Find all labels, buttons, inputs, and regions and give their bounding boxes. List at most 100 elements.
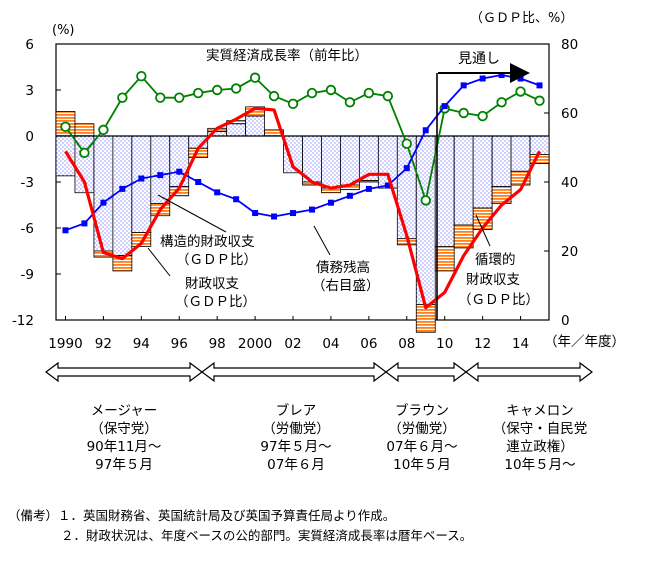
era-labels: メージャー （保守党） 90年11月～ 97年５月 ブレア （労働党） 97年５… [87,402,588,473]
era-blair-4: 07年６月 [267,457,325,473]
x-tick-label: 02 [284,336,301,352]
debt-point [81,220,88,227]
left-tick-label: -12 [12,313,34,329]
x-axis-unit: （年／年度） [544,334,625,350]
right-tick-label: 60 [561,106,578,122]
era-major-1: メージャー [91,403,158,419]
x-tick-label: 06 [360,336,377,352]
structural-bar [434,135,455,247]
growth-point [98,124,109,136]
growth-point [211,84,223,96]
structural-bar [169,135,190,187]
cyclical-bar [358,180,379,183]
x-tick-label: 2000 [238,336,272,352]
structural-bar [510,135,531,172]
debt-point [214,189,221,196]
forecast-label: 見通し [458,51,500,67]
right-tick-label: 0 [561,313,570,329]
left-tick-label: -3 [21,175,34,191]
lines [60,70,545,310]
x-tick-label: 1990 [48,336,82,352]
era-cameron-4: 10年５月～ [504,457,575,473]
growth-label: 実質経済成長率（前年比） [206,47,368,64]
era-major-4: 97年５月 [95,457,153,473]
era-arrows [45,361,593,383]
era-blair-1: ブレア [276,402,317,419]
debt-point [346,192,353,199]
structural-bar [112,135,133,256]
debt-point [119,185,126,192]
growth-point [325,84,337,96]
structural-bar [340,135,360,186]
structural-label-1: 構造的財政収支 [160,234,255,250]
left-tick-label: 0 [25,129,34,145]
growth-point [193,87,204,99]
growth-point [306,87,318,99]
structural-bar [453,135,474,226]
growth-point [155,92,166,103]
x-tick-label: 96 [171,336,188,352]
debt-point [308,206,315,213]
left-tick-label: -6 [21,221,34,237]
growth-point [496,97,507,108]
left-tick-label: 3 [25,83,34,99]
structural-bar [150,135,171,204]
fiscal-leader [147,247,171,277]
cyclical-bar [112,255,133,272]
fiscal-line [64,106,541,310]
growth-point [420,195,431,206]
cyclical-bar [74,123,95,137]
debt-point [327,199,334,206]
era-arrow-cameron [465,361,593,383]
cyclical-label-1: 循環的 [475,252,516,268]
debt-leader [313,225,331,256]
debt-point [441,103,448,110]
growth-point [477,110,488,122]
structural-bar [491,135,512,187]
cyclical-label-3: （ＧＤＰ比） [458,292,539,308]
notes: （備考）１．英国財務省、英国統計局及び英国予算責任局より作成。 ２．財政状況は、… [8,506,472,546]
debt-line [65,74,540,232]
debt-point [422,127,429,134]
axis-ticks: 6 3 0 -3 -6 -9 -12 80 60 40 20 0 1990 92 94 96 98 2000 02 0… [12,37,578,352]
era-arrow-blair [201,361,387,383]
growth-point [344,97,356,108]
cyclical-leader [475,214,491,247]
debt-point [498,72,505,79]
left-axis-unit: (%) [52,23,75,38]
growth-point [287,98,299,110]
growth-point [458,107,469,119]
era-cameron-1: キャメロン [506,403,574,419]
era-cameron-2: （保守・自民党 [493,421,588,437]
structural-bar [472,135,493,209]
right-axis-unit: （ＧＤＰ比、%） [470,11,573,26]
structural-bar [226,123,247,137]
era-arrow-brown [385,361,467,383]
note-2: ２．財政状況は、年度ベースの公的部門。実質経済成長率は暦年ベース。 [61,528,473,543]
growth-point [363,87,375,99]
debt-point [403,165,410,172]
structural-bar [245,115,265,137]
right-tick-label: 20 [561,244,578,260]
era-blair-3: 97年５月～ [260,439,331,455]
fiscal-label-1: 財政収支 [185,276,239,292]
era-blair-2: （労働党） [262,421,330,437]
debt-point [176,168,183,175]
debt-point [252,210,259,217]
debt-point [62,227,69,234]
growth-point [268,90,280,102]
debt-point [479,75,486,82]
debt-point [460,82,467,89]
growth-point [117,92,128,103]
debt-point [195,179,202,185]
cyclical-label-2: 財政収支 [466,272,520,288]
x-tick-label: 94 [133,336,150,352]
debt-point [138,175,145,182]
structural-bar [131,135,152,233]
structural-bar [55,135,76,177]
debt-label-2: （右目盛） [312,278,380,294]
growth-point [136,70,147,82]
debt-point [100,199,107,206]
debt-point [365,185,372,192]
growth-point [382,90,394,102]
